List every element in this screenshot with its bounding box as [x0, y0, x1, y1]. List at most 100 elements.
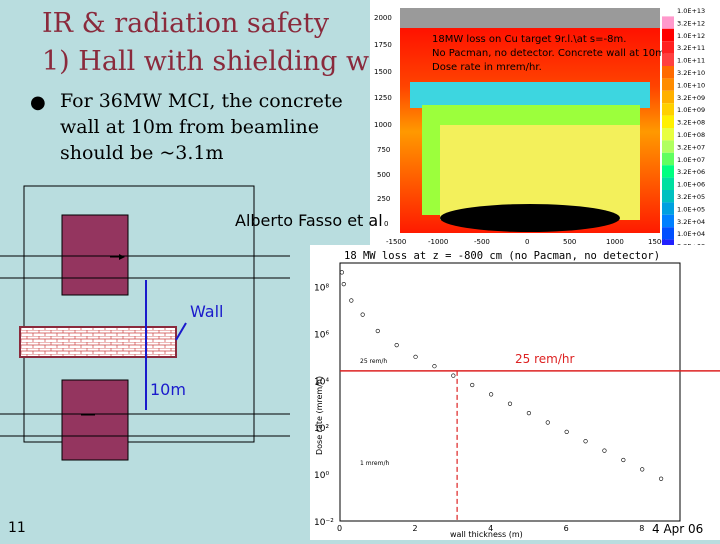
dose-plot-svg: 18 MW loss at z = -800 cm (no Pacman, no…	[314, 250, 720, 539]
map-note-line1: 18MW loss on Cu target 9r.l.\at s=-8m.	[432, 34, 626, 45]
slide-title-line2: 1) Hall with shielding wal	[42, 46, 394, 77]
plot-point	[349, 298, 354, 303]
hall-outline	[23, 185, 255, 443]
colorbar: 1.0E+13 3.2E+12 1.0E+12 3.2E+11 1.0E+11 3.2E+…	[662, 4, 705, 352]
author-credit: Alberto Fasso et al	[235, 211, 383, 230]
plot-point	[432, 364, 437, 369]
colorbar-label: 1.0E+07	[677, 156, 705, 164]
plot-point	[375, 328, 380, 334]
wall-label: Wall	[190, 302, 224, 321]
colorbar-label: 1.0E+11	[677, 57, 705, 65]
colorbar-label: 1.0E+09	[677, 106, 705, 114]
map-x-tick: 1500	[648, 238, 666, 246]
colorbar-label: 1.0E+12	[677, 32, 705, 40]
colorbar-label: 3.2E+05	[677, 193, 705, 201]
colorbar-swatch	[662, 202, 674, 215]
colorbar-label: 3.2E+04	[677, 218, 705, 226]
dose-map-figure: 2000 1750 1500 1250 1000 750 500 250 0 -…	[370, 0, 720, 352]
map-top-band	[400, 8, 660, 28]
colorbar-label: 1.0E+13	[677, 7, 705, 15]
plot-ylabel: Dose rate (mrem/h)	[315, 376, 324, 455]
plot-point	[360, 312, 365, 317]
map-y-tick: 750	[377, 146, 390, 154]
plot-point	[339, 270, 344, 275]
plot-point	[394, 342, 399, 348]
plot-point	[341, 282, 346, 287]
map-y-tick: 2000	[374, 14, 392, 22]
plot-points	[339, 270, 664, 481]
plot-y-tick: 10⁴	[314, 377, 329, 387]
map-x-tick: 1000	[606, 238, 624, 246]
ref-label-small-high: 25 rem/h	[360, 358, 387, 365]
plot-x-tick: 0	[337, 524, 342, 533]
plot-point	[507, 401, 513, 406]
map-y-tick: 1000	[374, 121, 392, 129]
colorbar-swatch	[662, 227, 674, 240]
colorbar-label: 1.0E+06	[677, 181, 705, 189]
map-x-tick: -1500	[386, 238, 406, 246]
colorbar-swatch	[662, 190, 674, 203]
plot-point	[640, 467, 645, 472]
colorbar-label: 3.2E+07	[677, 143, 705, 151]
colorbar-swatch	[662, 103, 674, 116]
plot-point	[526, 411, 531, 416]
plot-y-tick: 10⁸	[314, 283, 329, 293]
plot-y-tick: 10⁶	[314, 330, 329, 340]
colorbar-label: 1.0E+05	[677, 205, 705, 213]
map-x-ticks: -1500 -1000 -500 0 500 1000 1500	[386, 238, 666, 246]
dose-map-svg: 2000 1750 1500 1250 1000 750 500 250 0 -…	[374, 4, 705, 352]
slide-number: 11	[8, 520, 26, 536]
colorbar-swatch	[662, 53, 674, 66]
map-y-tick: 1750	[374, 41, 392, 49]
colorbar-label: 3.2E+10	[677, 69, 705, 77]
upper-chamber	[61, 214, 129, 296]
plot-title: 18 MW loss at z = -800 cm (no Pacman, no…	[344, 250, 660, 262]
plot-y-tick: 10²	[314, 424, 329, 434]
plot-y-ticks: 10⁸ 10⁶ 10⁴ 10² 10⁰ 10⁻²	[314, 283, 334, 528]
plot-point	[545, 420, 550, 425]
map-cyan-band	[410, 82, 650, 108]
plot-x-ticks: 0 2 4 6 8	[337, 524, 644, 533]
colorbar-swatch	[662, 41, 674, 54]
colorbar-swatch	[662, 4, 674, 17]
plot-point	[470, 382, 475, 388]
colorbar-swatch	[662, 115, 674, 128]
plot-x-tick: 2	[413, 524, 418, 533]
colorbar-label: 3.2E+08	[677, 119, 705, 127]
colorbar-label: 1.0E+10	[677, 81, 705, 89]
colorbar-swatch	[662, 177, 674, 190]
colorbar-label: 3.2E+12	[677, 19, 705, 27]
distance-label: 10m	[150, 380, 186, 399]
colorbar-label: 1.0E+04	[677, 230, 705, 238]
lower-chamber	[61, 379, 129, 461]
colorbar-label: 3.2E+09	[677, 94, 705, 102]
colorbar-swatch	[662, 78, 674, 91]
plot-point	[621, 457, 626, 463]
map-beam-hotspot	[440, 204, 620, 232]
map-x-tick: 500	[563, 238, 576, 246]
hall-diagram	[0, 185, 290, 461]
bullet-text: For 36MW MCI, the concrete wall at 10m f…	[60, 90, 343, 164]
plot-x-tick: 4	[488, 524, 493, 533]
slide-title-line1: IR & radiation safety	[42, 8, 329, 39]
plot-point	[602, 448, 607, 453]
map-note-line3: Dose rate in mrem/hr.	[432, 62, 542, 73]
colorbar-swatch	[662, 16, 674, 29]
shielding-wall	[19, 326, 177, 358]
colorbar-swatch	[662, 152, 674, 166]
dose-plot-figure: 18 MW loss at z = -800 cm (no Pacman, no…	[310, 245, 720, 540]
map-x-tick: -500	[474, 238, 490, 246]
plot-point	[451, 373, 456, 378]
map-note: 18MW loss on Cu target 9r.l.\at s=-8m. N…	[432, 34, 668, 73]
colorbar-swatch	[662, 66, 674, 79]
colorbar-swatch	[662, 165, 674, 178]
map-x-tick: 0	[525, 238, 529, 246]
map-y-tick: 1500	[374, 68, 392, 76]
plot-point	[564, 429, 569, 434]
wall-arrow	[175, 322, 187, 341]
plot-point	[413, 354, 418, 359]
plot-xlabel: wall thickness (m)	[450, 530, 523, 539]
bullet-dot-icon: ●	[30, 92, 46, 113]
colorbar-label: 3.2E+06	[677, 168, 705, 176]
map-y-tick: 250	[377, 195, 390, 203]
